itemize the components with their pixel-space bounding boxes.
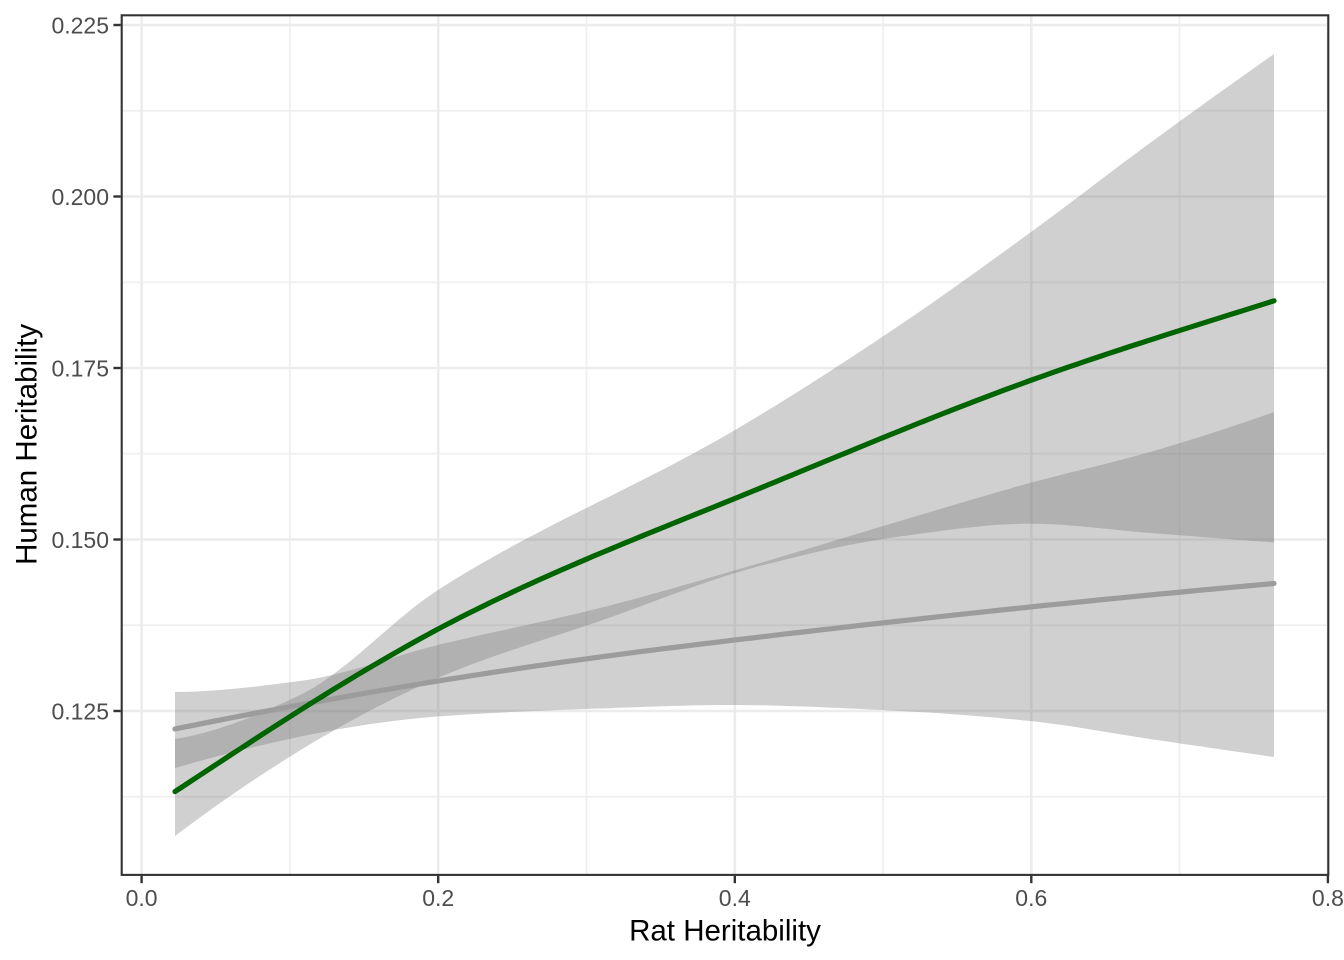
svg-text:0.225: 0.225 (51, 13, 109, 39)
svg-text:0.6: 0.6 (1015, 885, 1047, 911)
svg-text:0.2: 0.2 (422, 885, 454, 911)
svg-text:Human Heritability: Human Heritability (11, 324, 44, 565)
svg-text:0.200: 0.200 (51, 184, 109, 210)
svg-text:0.4: 0.4 (719, 885, 751, 911)
svg-text:0.8: 0.8 (1312, 885, 1344, 911)
svg-text:0.125: 0.125 (51, 699, 109, 725)
svg-text:0.150: 0.150 (51, 527, 109, 553)
svg-text:0.175: 0.175 (51, 356, 109, 382)
svg-text:0.0: 0.0 (126, 885, 158, 911)
svg-text:Rat Heritability: Rat Heritability (629, 915, 821, 948)
